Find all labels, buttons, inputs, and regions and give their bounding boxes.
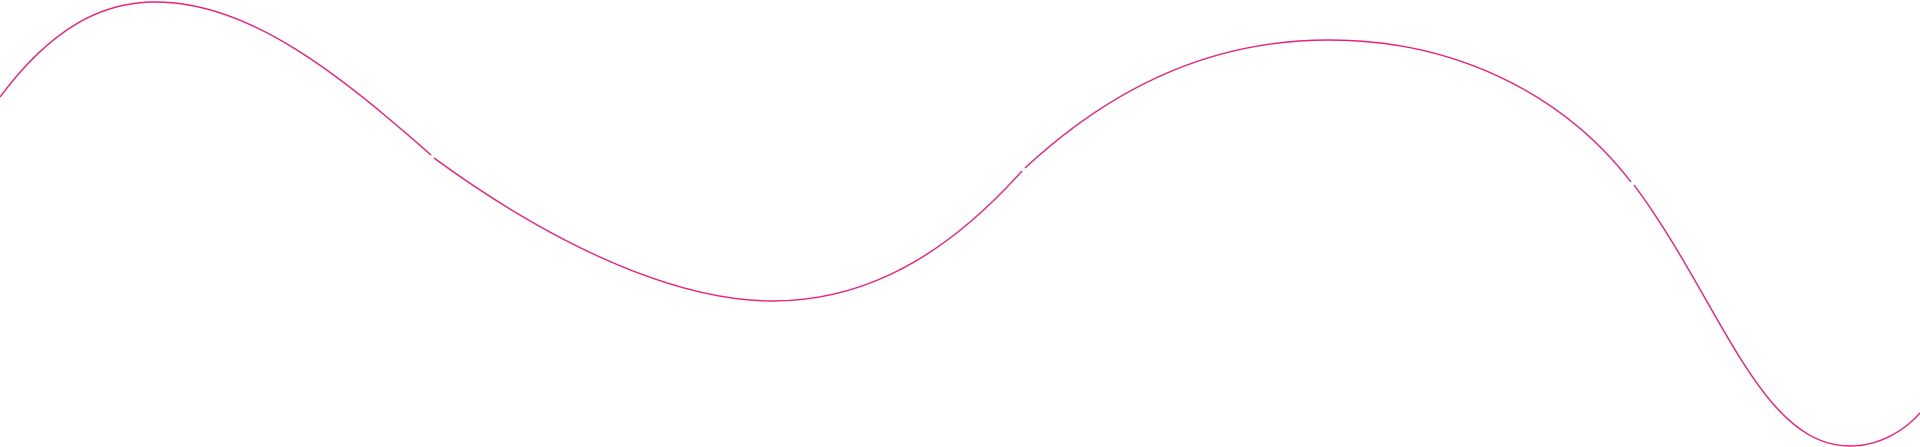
wave-segment-4: [1633, 184, 1920, 447]
wave-segment-3: [1024, 39, 1632, 183]
wave-segment-2: [433, 157, 1023, 302]
wave-segment-1: [0, 1, 432, 156]
